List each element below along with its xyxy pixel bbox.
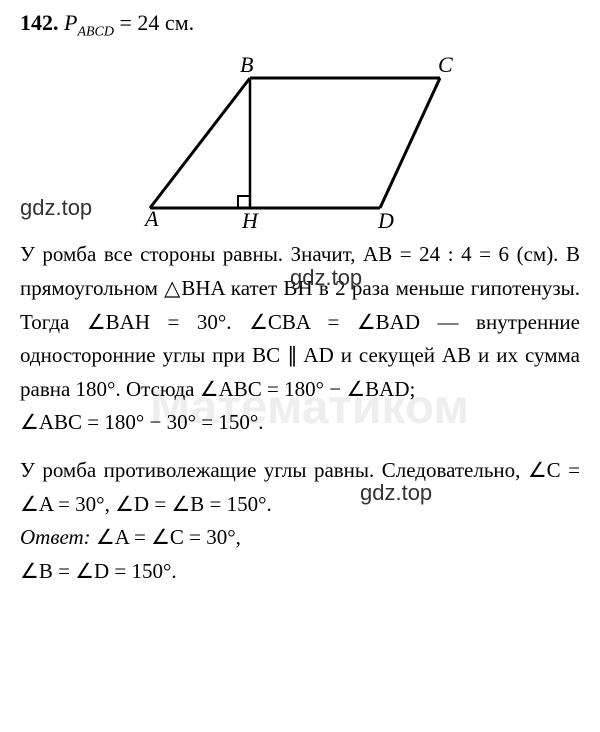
watermark-1: gdz.top [20,195,92,221]
answer-line-1: ∠A = ∠C = 30°, [96,525,241,549]
vertex-h-label: H [241,208,259,228]
problem-number: 142. [20,10,59,35]
vertex-a-label: A [143,206,159,228]
solution-paragraph-2: У ромба противолежащие углы равны. Следо… [20,454,580,588]
solution-text-1b: ∠ABC = 180° − 30° = 150°. [20,410,263,434]
perimeter-symbol: P [64,10,77,35]
problem-header: 142. PABCD = 24 см. [20,10,580,40]
vertex-c-label: C [438,52,453,77]
diagram-svg: A B C D H [20,48,520,228]
vertex-d-label: D [377,208,394,228]
solution-text-2: У ромба противолежащие углы равны. Следо… [20,458,580,516]
watermark-3: gdz.top [360,480,432,506]
answer-label: Ответ: [20,525,91,549]
answer-line-2: ∠B = ∠D = 150°. [20,559,177,583]
perimeter-subscript: ABCD [77,24,114,39]
rhombus-diagram: A B C D H [20,48,580,228]
vertex-b-label: B [240,52,253,77]
perimeter-value: = 24 см. [120,10,195,35]
watermark-2: gdz.top [290,265,362,291]
